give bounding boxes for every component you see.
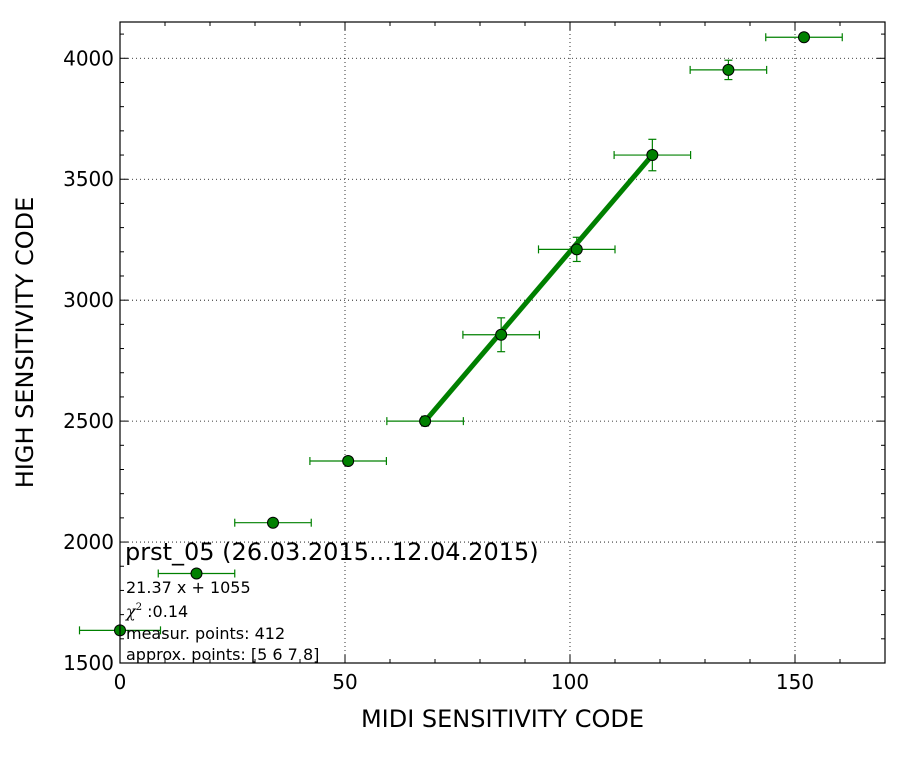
fit-line xyxy=(423,153,655,423)
x-tick-label: 150 xyxy=(776,670,814,694)
y-tick-label: 4000 xyxy=(63,46,114,70)
chi-value: :0.14 xyxy=(142,602,188,621)
y-axis-title: HIGH SENSITIVITY CODE xyxy=(11,197,39,489)
chi-superscript: 2 xyxy=(136,602,142,613)
data-point xyxy=(190,567,203,580)
data-point xyxy=(722,63,735,76)
data-point xyxy=(267,516,279,529)
annotation-chi-square: χ2 :0.14 xyxy=(125,602,188,621)
annotation-title: prst_05 (26.03.2015...12.04.2015) xyxy=(125,538,539,566)
data-point xyxy=(342,455,355,468)
x-tick-label: 0 xyxy=(114,670,127,694)
data-point xyxy=(798,31,810,44)
y-tick-label: 1500 xyxy=(63,651,114,675)
data-point xyxy=(419,415,432,428)
x-tick-label: 50 xyxy=(332,670,357,694)
y-tick-label: 2000 xyxy=(63,530,114,554)
fit-line-group xyxy=(423,153,655,423)
x-axis-title: MIDI SENSITIVITY CODE xyxy=(361,705,644,733)
y-tick-labels: 1500 2000 2500 3000 3500 4000 xyxy=(63,46,114,675)
data-points xyxy=(114,31,810,637)
y-tick-label: 2500 xyxy=(63,409,114,433)
data-point xyxy=(570,243,583,256)
fit-annotation: prst_05 (26.03.2015...12.04.2015) 21.37 … xyxy=(125,538,539,664)
x-tick-label: 100 xyxy=(551,670,589,694)
chi-symbol: χ xyxy=(125,602,137,621)
data-point xyxy=(646,149,659,162)
plot-frame xyxy=(119,21,886,664)
annotation-approx-points: approx. points: [5 6 7 8] xyxy=(126,645,319,664)
grid-lines xyxy=(119,22,885,663)
x-tick-labels: 0 50 100 150 xyxy=(114,670,814,694)
y-tick-label: 3500 xyxy=(63,167,114,191)
annotation-equation: 21.37 x + 1055 xyxy=(126,578,251,597)
annotation-measur-points: measur. points: 412 xyxy=(126,624,285,643)
y-tick-label: 3000 xyxy=(63,288,114,312)
minor-ticks xyxy=(119,22,886,664)
data-point xyxy=(495,328,508,341)
